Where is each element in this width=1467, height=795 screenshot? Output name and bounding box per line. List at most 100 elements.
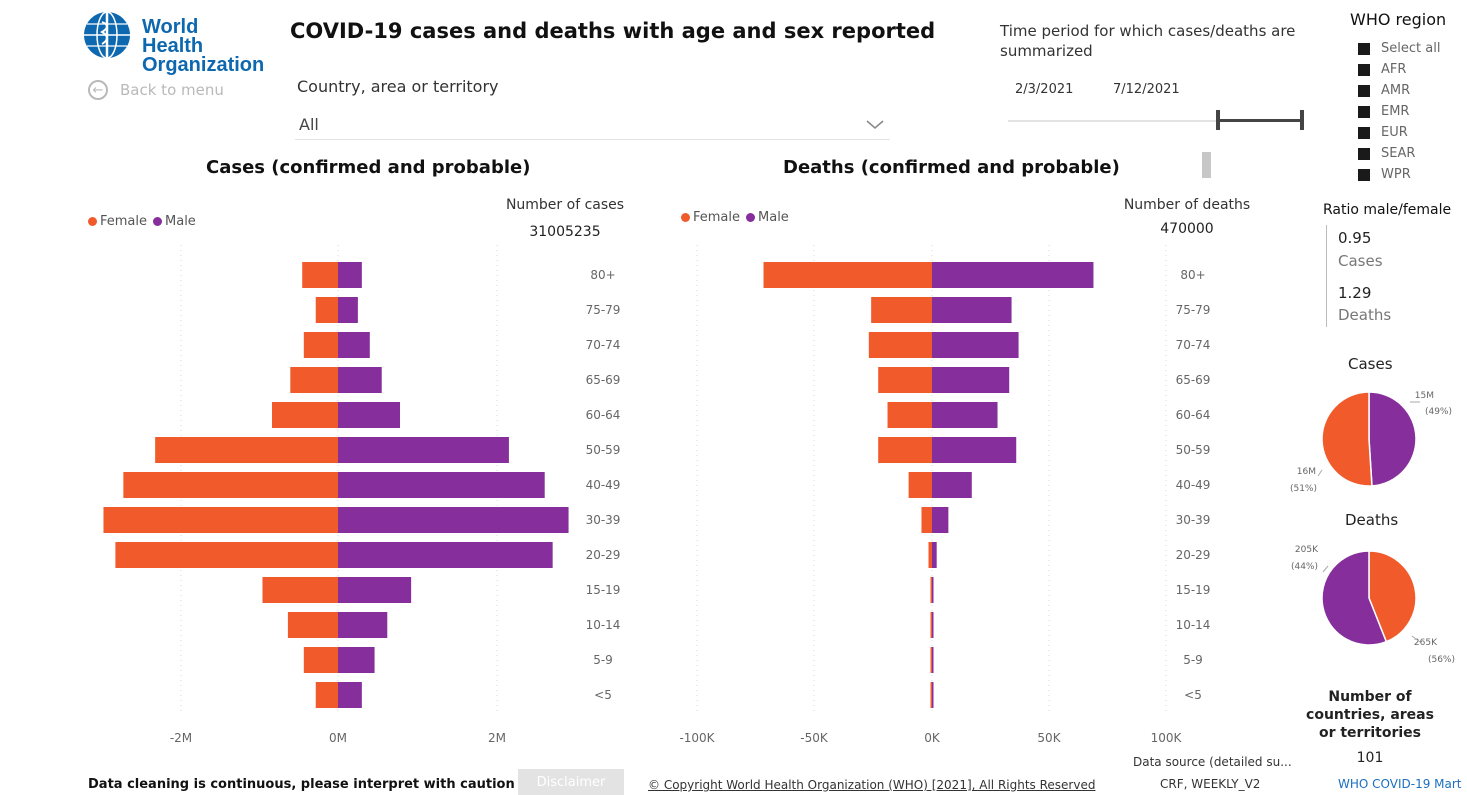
back-to-menu-button[interactable]: ← Back to menu [88, 77, 224, 103]
cases-male-bar [338, 612, 388, 638]
cases-age-label: 75-79 [586, 303, 621, 317]
deaths-female-bar [763, 262, 932, 288]
legend-female[interactable]: Female [100, 214, 148, 229]
region-label: AFR [1381, 62, 1407, 77]
deaths-x-tick-label: 100K [1151, 731, 1183, 745]
countries-title-line: Number of [1328, 689, 1412, 705]
deaths-female-bar [868, 332, 932, 358]
deaths-male-bar [932, 577, 934, 603]
logo-line-1: World Health [142, 16, 204, 57]
who-logo: World Health Organization [80, 8, 264, 75]
region-option-select-all[interactable]: Select all [1358, 38, 1440, 59]
cases-male-bar [338, 507, 569, 533]
date-slider-start-handle[interactable] [1216, 110, 1220, 130]
deaths-pie-connector [1411, 635, 1421, 643]
deaths-age-label: 60-64 [1176, 408, 1211, 422]
who-region-title: WHO region [1350, 10, 1447, 29]
deaths-female-bar [930, 612, 932, 638]
checkbox-icon [1358, 105, 1370, 118]
who-emblem-icon [84, 11, 130, 59]
cases-male-bar [338, 682, 362, 708]
cases-age-label: 60-64 [586, 408, 621, 422]
region-label: WPR [1381, 167, 1411, 182]
cases-ratio-value: 0.95 [1338, 229, 1372, 247]
deaths-count-label: Number of deaths [1123, 197, 1251, 213]
cases-pie-male-pct: (49%) [1425, 407, 1452, 417]
deaths-age-label: 10-14 [1176, 618, 1211, 632]
deaths-x-tick-label: 0K [924, 731, 941, 745]
copyright-link[interactable]: © Copyright World Health Organization (W… [648, 778, 1096, 792]
checkbox-icon [1358, 63, 1370, 76]
region-option-afr[interactable]: AFR [1358, 59, 1440, 80]
legend-female[interactable]: Female [693, 210, 741, 225]
back-arrow-icon: ← [88, 80, 108, 100]
deaths-chart-title: Deaths (confirmed and probable) [783, 157, 1120, 178]
disclaimer-button[interactable]: Disclaimer [518, 769, 624, 795]
cases-female-bar [272, 402, 338, 428]
deaths-male-bar [932, 472, 972, 498]
end-date-input[interactable]: 7/12/2021 [1113, 81, 1180, 97]
region-label: AMR [1381, 83, 1411, 98]
cases-pie-title: Cases [1348, 355, 1393, 373]
cases-count-value: 31005235 [529, 224, 601, 240]
checkbox-icon [1358, 42, 1370, 55]
region-option-sear[interactable]: SEAR [1358, 143, 1440, 164]
deaths-pie-slice [1368, 550, 1417, 643]
deaths-age-label: 40-49 [1176, 478, 1211, 492]
cases-female-bar [287, 612, 338, 638]
cases-age-label: 65-69 [586, 373, 621, 387]
country-selected-value: All [299, 115, 319, 134]
deaths-legend: Female Male [681, 210, 789, 225]
cases-pie-female-label: 16M [1297, 467, 1316, 477]
cases-ratio-label: Cases [1338, 252, 1383, 270]
deaths-male-bar [932, 332, 1019, 358]
time-period-label: Time period for which cases/deaths are s… [1000, 22, 1296, 60]
region-option-amr[interactable]: AMR [1358, 80, 1440, 101]
checkbox-icon [1358, 147, 1370, 160]
countries-title-line: countries, areas [1306, 707, 1434, 723]
cases-male-bar [338, 472, 545, 498]
date-slider-end-handle[interactable] [1300, 110, 1304, 130]
cases-age-label: 80+ [590, 268, 615, 282]
cases-pie-female-pct: (51%) [1290, 484, 1317, 494]
deaths-male-bar [932, 402, 998, 428]
region-label: SEAR [1381, 146, 1416, 161]
deaths-age-label: 80+ [1180, 268, 1205, 282]
deaths-male-bar [932, 297, 1012, 323]
region-option-wpr[interactable]: WPR [1358, 164, 1440, 185]
chevron-down-icon [866, 120, 884, 129]
deaths-age-label: 75-79 [1176, 303, 1211, 317]
region-option-eur[interactable]: EUR [1358, 122, 1440, 143]
deaths-male-bar [932, 437, 1017, 463]
cases-female-bar [155, 437, 338, 463]
male-legend-dot-icon [153, 217, 163, 226]
deaths-pie-title: Deaths [1345, 511, 1399, 529]
page-title: COVID-19 cases and deaths with age and s… [290, 19, 936, 43]
country-dropdown[interactable]: All [295, 106, 890, 140]
deaths-female-bar [878, 367, 932, 393]
region-label: Select all [1381, 41, 1441, 56]
cases-pie-slice [1321, 391, 1373, 487]
legend-male[interactable]: Male [758, 210, 789, 225]
covid-mart-link[interactable]: WHO COVID-19 Mart [1338, 777, 1462, 791]
countries-count-title: Number of countries, areas or territorie… [1305, 688, 1435, 742]
start-date-input[interactable]: 2/3/2021 [1015, 81, 1074, 97]
region-option-emr[interactable]: EMR [1358, 101, 1440, 122]
who-region-list: Select all AFR AMR EMR EUR SEAR WPR [1358, 38, 1440, 185]
cases-male-bar [338, 647, 375, 673]
deaths-pie-female-pct: (44%) [1291, 562, 1318, 572]
scrollbar-thumb[interactable] [1202, 152, 1211, 178]
cases-female-bar [303, 332, 338, 358]
cases-male-bar [338, 332, 370, 358]
legend-male[interactable]: Male [165, 214, 196, 229]
deaths-female-bar [928, 542, 932, 568]
deaths-male-bar [932, 262, 1094, 288]
cases-x-tick-label: 0M [329, 731, 347, 745]
cases-male-bar [338, 402, 401, 428]
deaths-age-label: 15-19 [1176, 583, 1211, 597]
deaths-age-label: <5 [1184, 688, 1202, 702]
countries-count-value: 101 [1356, 750, 1384, 766]
deaths-male-bar [932, 542, 937, 568]
date-slider-track[interactable] [1008, 120, 1218, 122]
